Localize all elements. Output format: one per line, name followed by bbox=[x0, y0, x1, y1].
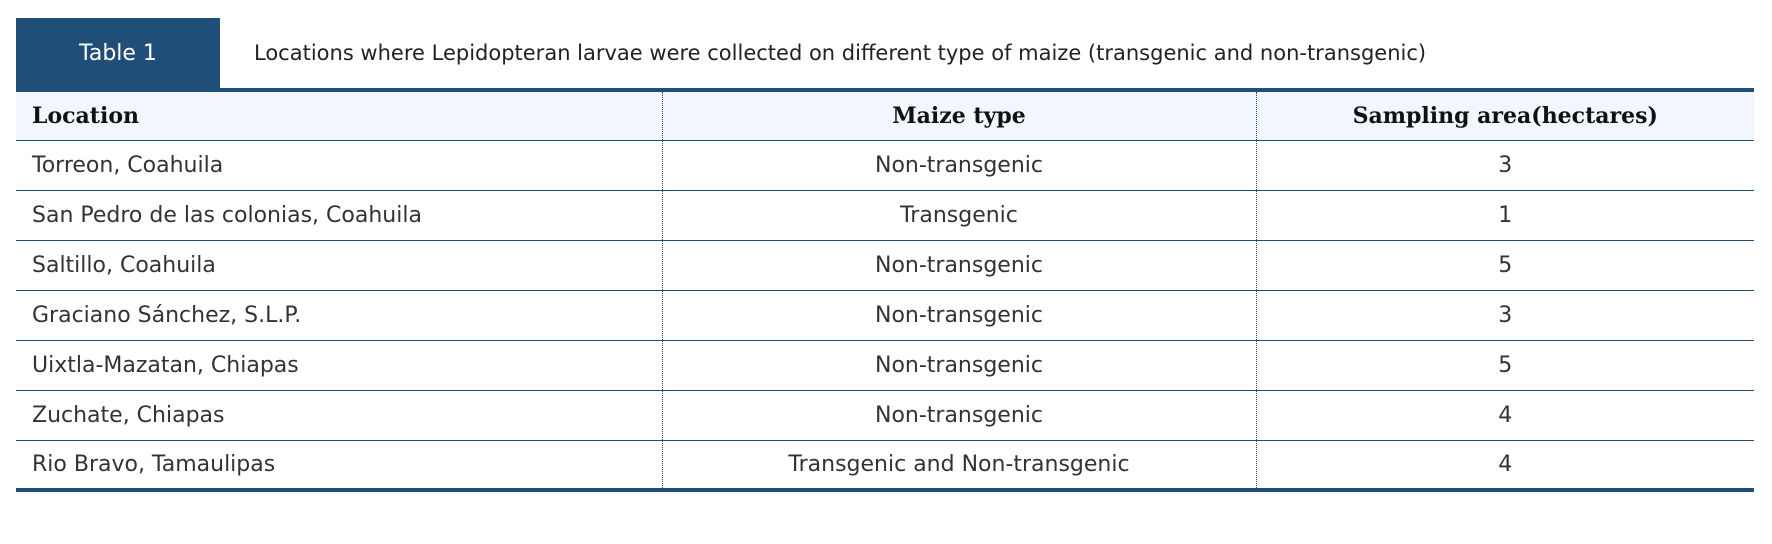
table-row: Rio Bravo, Tamaulipas Transgenic and Non… bbox=[16, 440, 1754, 490]
header-location: Location bbox=[16, 90, 662, 141]
cell-maize-type: Transgenic bbox=[661, 190, 1256, 241]
table-row: Graciano Sánchez, S.L.P. Non-transgenic … bbox=[16, 290, 1754, 341]
table-row: San Pedro de las colonias, Coahuila Tran… bbox=[16, 190, 1754, 241]
cell-location: Uixtla-Mazatan, Chiapas bbox=[16, 340, 662, 391]
cell-maize-type: Non-transgenic bbox=[661, 390, 1256, 441]
cell-maize-type: Non-transgenic bbox=[661, 290, 1256, 341]
cell-sampling-area: 4 bbox=[1255, 390, 1754, 441]
cell-maize-type: Transgenic and Non-transgenic bbox=[661, 440, 1256, 490]
cell-location: Zuchate, Chiapas bbox=[16, 390, 662, 441]
cell-location: San Pedro de las colonias, Coahuila bbox=[16, 190, 662, 241]
table-row: Uixtla-Mazatan, Chiapas Non-transgenic 5 bbox=[16, 340, 1754, 391]
table-caption: Table 1 Locations where Lepidopteran lar… bbox=[16, 18, 1754, 88]
table-header-row: Location Maize type Sampling area(hectar… bbox=[16, 90, 1754, 141]
cell-sampling-area: 3 bbox=[1255, 290, 1754, 341]
cell-sampling-area: 5 bbox=[1255, 340, 1754, 391]
cell-sampling-area: 3 bbox=[1255, 140, 1754, 191]
cell-sampling-area: 1 bbox=[1255, 190, 1754, 241]
cell-maize-type: Non-transgenic bbox=[661, 140, 1256, 191]
cell-location: Torreon, Coahuila bbox=[16, 140, 662, 191]
table-row: Torreon, Coahuila Non-transgenic 3 bbox=[16, 140, 1754, 191]
cell-location: Saltillo, Coahuila bbox=[16, 240, 662, 291]
header-maize-type: Maize type bbox=[661, 90, 1256, 141]
caption-text: Locations where Lepidopteran larvae were… bbox=[254, 41, 1427, 65]
cell-sampling-area: 4 bbox=[1255, 440, 1754, 490]
cell-maize-type: Non-transgenic bbox=[661, 240, 1256, 291]
cell-maize-type: Non-transgenic bbox=[661, 340, 1256, 391]
cell-sampling-area: 5 bbox=[1255, 240, 1754, 291]
locations-table: Location Maize type Sampling area(hectar… bbox=[16, 88, 1754, 492]
table-label: Table 1 bbox=[16, 18, 220, 88]
table-row: Saltillo, Coahuila Non-transgenic 5 bbox=[16, 240, 1754, 291]
cell-location: Rio Bravo, Tamaulipas bbox=[32, 451, 276, 477]
header-sampling-area: Sampling area(hectares) bbox=[1255, 90, 1754, 141]
table-row: Zuchate, Chiapas Non-transgenic 4 bbox=[16, 390, 1754, 441]
cell-location: Graciano Sánchez, S.L.P. bbox=[16, 290, 662, 341]
